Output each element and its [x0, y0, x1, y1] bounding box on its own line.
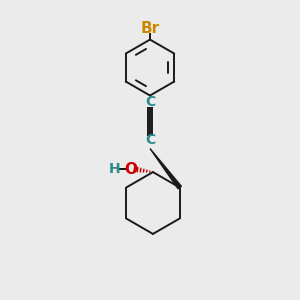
Text: C: C	[145, 133, 155, 147]
Text: C: C	[145, 95, 155, 109]
Text: H: H	[109, 162, 121, 176]
Text: Br: Br	[140, 21, 160, 36]
Polygon shape	[150, 148, 182, 189]
Text: O: O	[124, 162, 137, 177]
